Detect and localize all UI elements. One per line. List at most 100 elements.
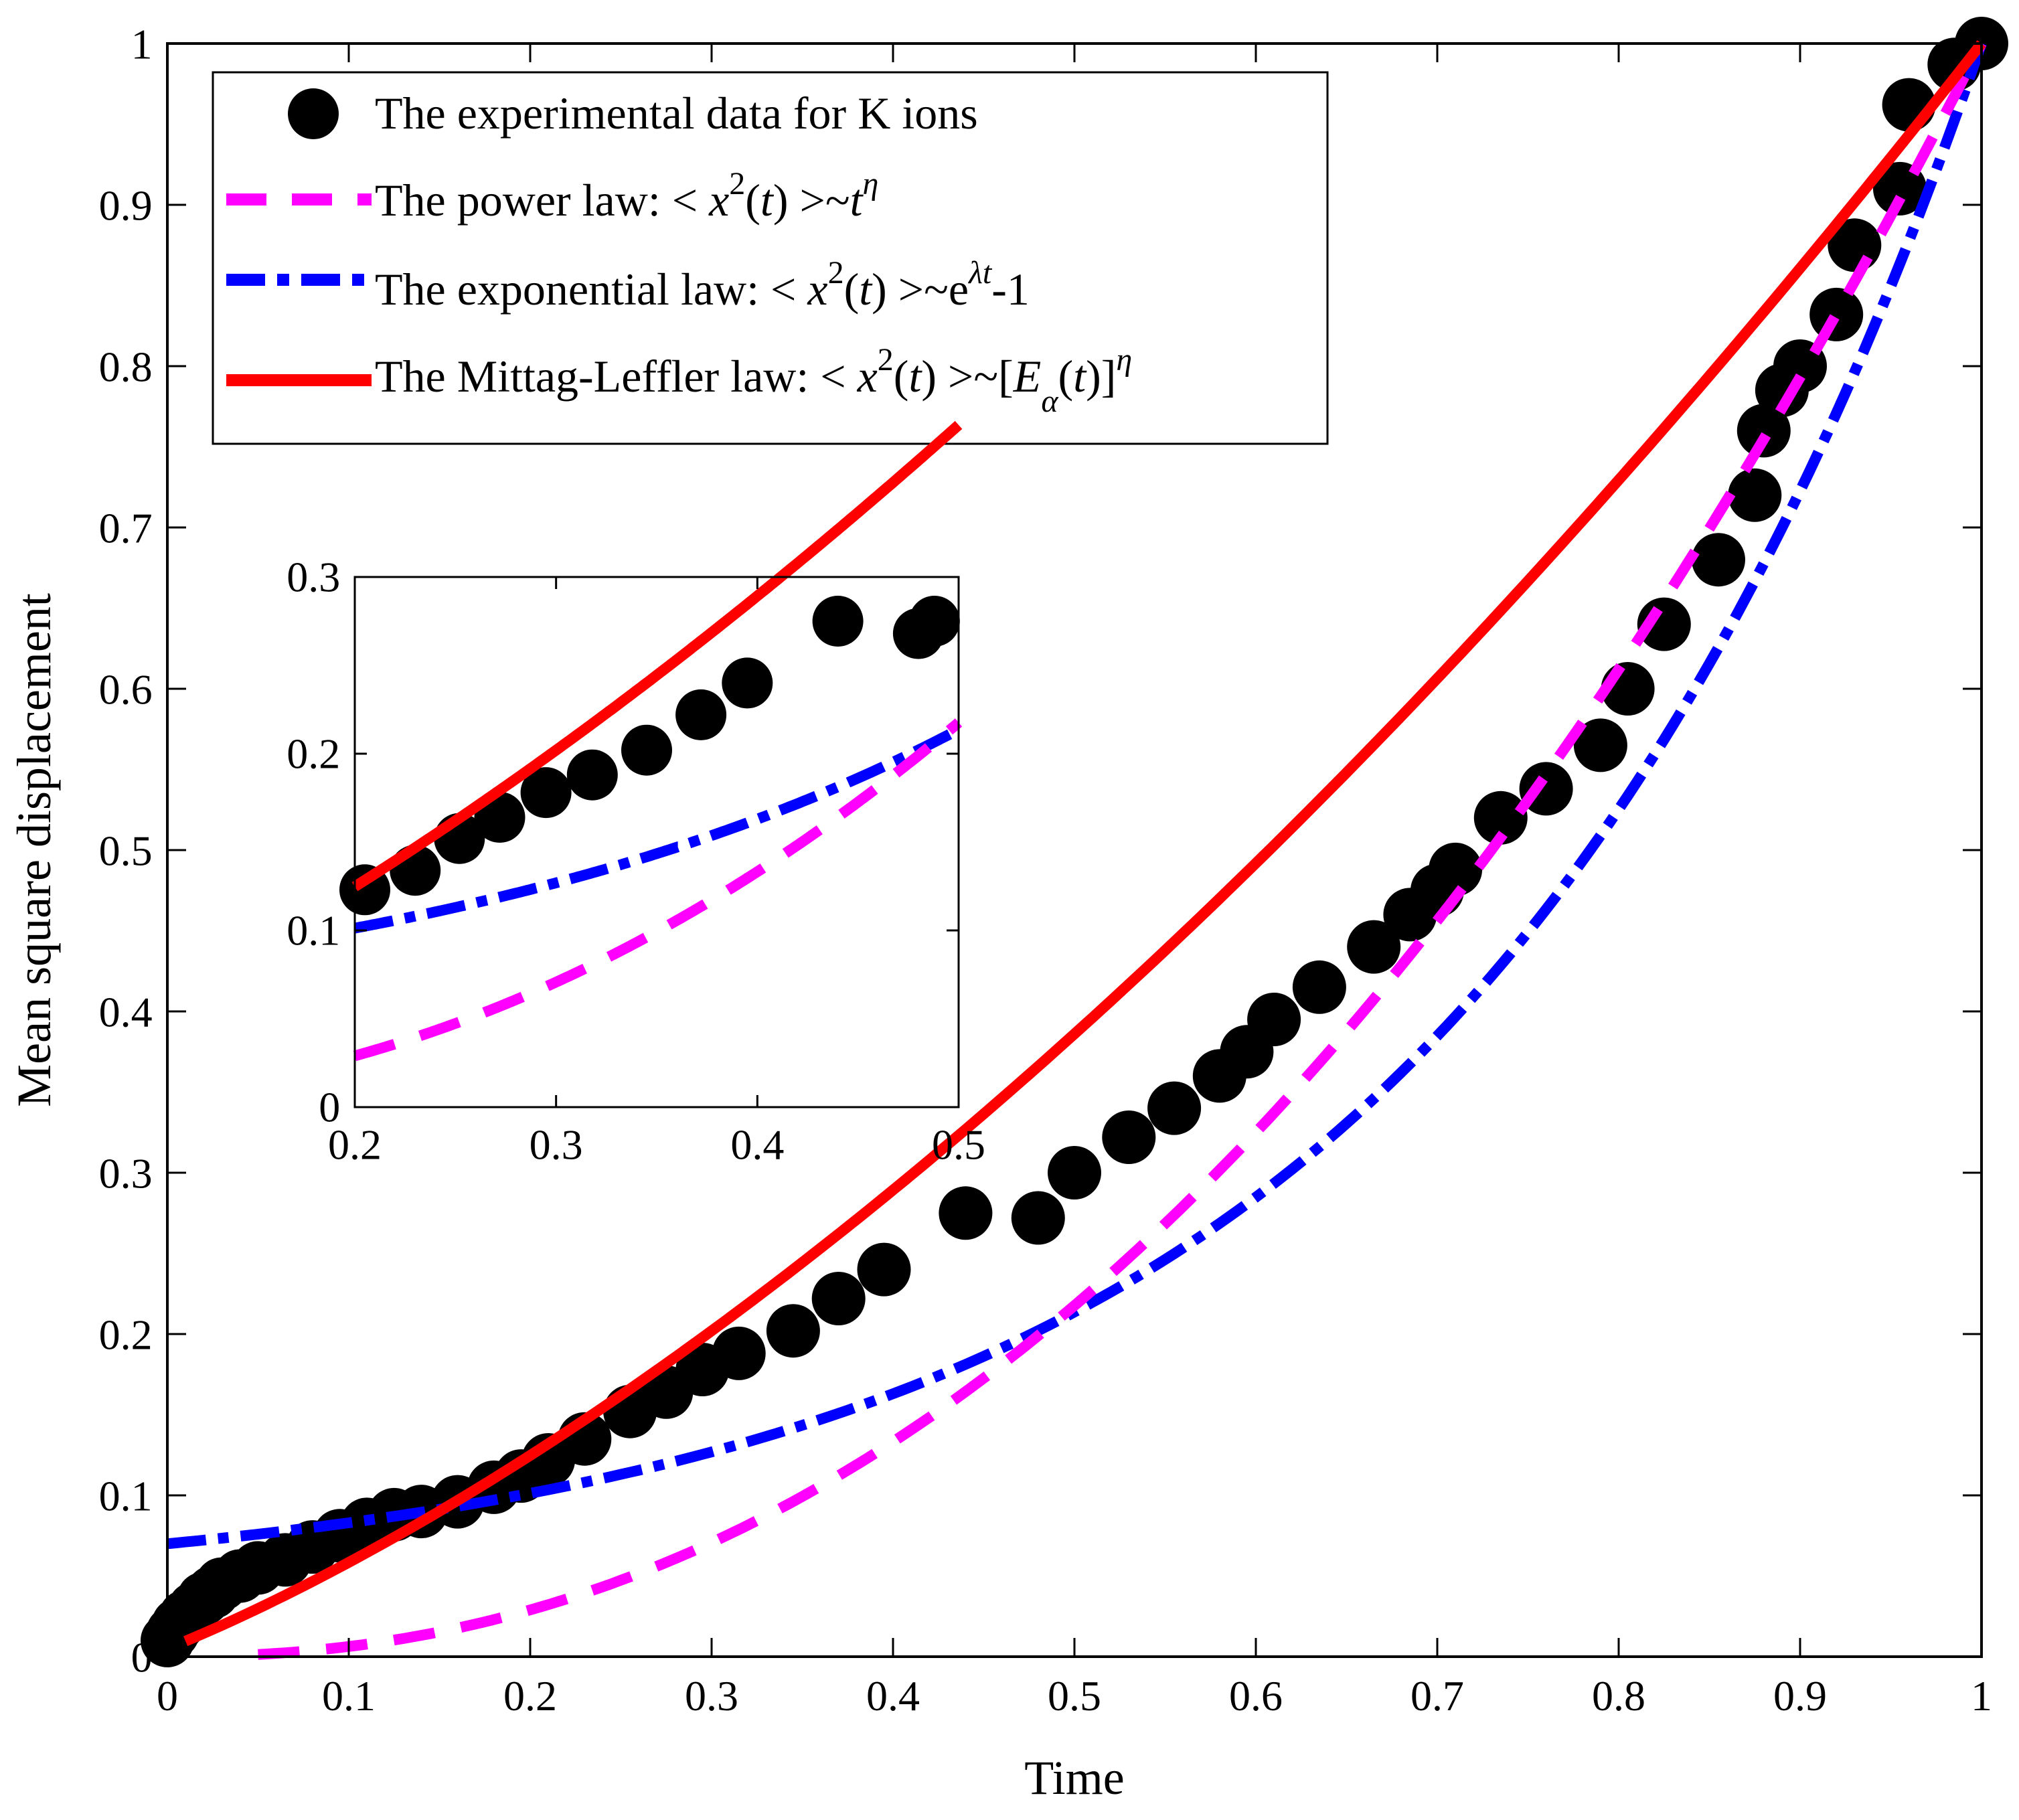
ml-t: t [908, 351, 922, 402]
main-data-point [1247, 993, 1301, 1046]
main-y-tick-label: 0 [131, 1633, 153, 1681]
main-plot: 0 0.1 0.2 0.3 0.4 0.5 0.6 0.7 0.8 0.9 1 0 0.1 0.2 0.3… [7, 17, 2008, 1805]
main-data-point [811, 1272, 866, 1325]
inset-curve-mittag [351, 420, 963, 892]
main-data-point [712, 1326, 766, 1380]
inset-y-tick-labels: 0 0.1 0.2 0.3 [287, 554, 340, 1131]
inset-y-tick-label: 0.2 [287, 730, 340, 778]
inset-y-tick-label: 0.1 [287, 907, 340, 955]
main-data-point [1873, 161, 1927, 216]
power-t2: t [850, 175, 864, 226]
exp-text: The exponential law: < [375, 264, 807, 315]
ml-text: The Mittag-Leffler law: < [375, 351, 858, 402]
ml-sup2: η [1116, 342, 1132, 378]
main-data-point [1292, 960, 1346, 1014]
power-x: x [708, 175, 729, 226]
inset-curve-exponential [353, 724, 961, 934]
main-series-layer [141, 17, 2008, 1667]
main-x-tick-label: 0.3 [685, 1672, 738, 1720]
ml-sub: α [1041, 384, 1058, 419]
main-data-point [1147, 1081, 1202, 1135]
main-data-point [1429, 842, 1483, 896]
inset-plot: 0.2 0.3 0.4 0.5 0 0.1 0.2 0.3 [287, 420, 985, 1169]
main-y-tick-label: 0.2 [99, 1311, 153, 1358]
main-y-tick-label: 0.1 [99, 1472, 153, 1519]
main-x-tick-label: 0.8 [1592, 1672, 1645, 1720]
main-y-tick-label: 0.6 [99, 665, 153, 713]
main-x-tick-labels: 0 0.1 0.2 0.3 0.4 0.5 0.6 0.7 0.8 0.9 1 [157, 1672, 1992, 1720]
ml-mid: ( [894, 351, 909, 402]
main-y-tick-label: 0.4 [99, 988, 153, 1036]
main-data-point [1048, 1146, 1101, 1199]
ml-x: x [857, 351, 878, 402]
main-data-point [1573, 718, 1627, 772]
power-mid: ( [745, 175, 760, 226]
inset-x-tick-label: 0.2 [328, 1121, 382, 1169]
main-data-point [1737, 404, 1791, 458]
main-x-tick-label: 0.7 [1410, 1672, 1464, 1720]
main-y-tick-label: 0.8 [99, 343, 153, 390]
main-data-point [1773, 339, 1827, 393]
inset-y-tick-label: 0 [319, 1084, 340, 1131]
ml-sup1: 2 [878, 342, 894, 378]
inset-data-point [566, 749, 618, 801]
exp-t: t [859, 264, 873, 315]
main-data-point [1692, 533, 1745, 587]
ml-E: E [1013, 351, 1042, 402]
main-x-tick-label: 0.9 [1773, 1672, 1827, 1720]
inset-series-layer [339, 420, 963, 1062]
ml-close: )] [1086, 351, 1116, 402]
main-data-point [1637, 597, 1691, 651]
legend-marker-experimental [288, 88, 339, 139]
inset-x-tick-label: 0.3 [530, 1121, 583, 1169]
legend-label-exponential: The exponential law: < x2(t) >~eλt-1 [375, 255, 1030, 315]
main-ticks-layer [166, 42, 1983, 1658]
inset-data-point [520, 767, 572, 819]
power-sup2: η [863, 166, 879, 201]
main-data-point [1347, 920, 1401, 974]
inset-data-point [908, 596, 960, 647]
main-x-tick-label: 0.1 [322, 1672, 376, 1720]
legend-label-experimental: The experimental data for K ions [375, 88, 978, 139]
inset-x-tick-labels: 0.2 0.3 0.4 0.5 [328, 1121, 985, 1169]
inset-y-tick-label: 0.3 [287, 554, 340, 601]
main-data-point [1102, 1110, 1156, 1164]
main-y-tick-labels: 0 0.1 0.2 0.3 0.4 0.5 0.6 0.7 0.8 0.9 1 [99, 20, 153, 1681]
legend: The experimental data for K ions The pow… [212, 71, 1329, 445]
main-x-tick-label: 0.4 [866, 1672, 920, 1720]
main-y-tick-label: 1 [131, 20, 153, 68]
power-t: t [760, 175, 775, 226]
inset-x-tick-label: 0.5 [932, 1121, 985, 1169]
main-x-tick-label: 0.5 [1048, 1672, 1101, 1720]
exp-x: x [807, 264, 827, 315]
main-data-point [1728, 468, 1782, 522]
main-data-point [939, 1186, 993, 1240]
main-y-tick-label: 0.5 [99, 827, 153, 874]
ml-tail: ) >~[ [921, 351, 1013, 402]
exp-sup2: λt [967, 255, 993, 291]
inset-axes-box [353, 576, 960, 1108]
main-y-tick-label: 0.7 [99, 504, 153, 552]
main-x-tick-label: 0.2 [503, 1672, 557, 1720]
exp-tail: ) >~e [872, 264, 969, 315]
ml-t2: t [1073, 351, 1087, 402]
main-y-tick-label: 0.3 [99, 1149, 153, 1197]
y-axis-title: Mean square displacement [7, 593, 61, 1107]
inset-ticks-layer [353, 576, 960, 1108]
main-curve-power [258, 41, 1987, 1660]
inset-data-point [675, 689, 727, 740]
main-x-tick-label: 0 [157, 1672, 178, 1720]
legend-box [212, 71, 1329, 445]
power-tail: ) >~ [773, 175, 850, 226]
main-x-tick-label: 0.6 [1229, 1672, 1283, 1720]
inset-x-tick-label: 0.4 [730, 1121, 784, 1169]
exp-sup1: 2 [828, 255, 844, 291]
main-x-tick-label: 1 [1971, 1672, 1992, 1720]
main-data-point [1473, 791, 1528, 845]
inset-curve-power [353, 718, 963, 1062]
inset-data-point [812, 596, 864, 647]
main-data-point [1011, 1191, 1065, 1245]
inset-data-point [621, 724, 672, 776]
exp-mid: ( [844, 264, 860, 315]
